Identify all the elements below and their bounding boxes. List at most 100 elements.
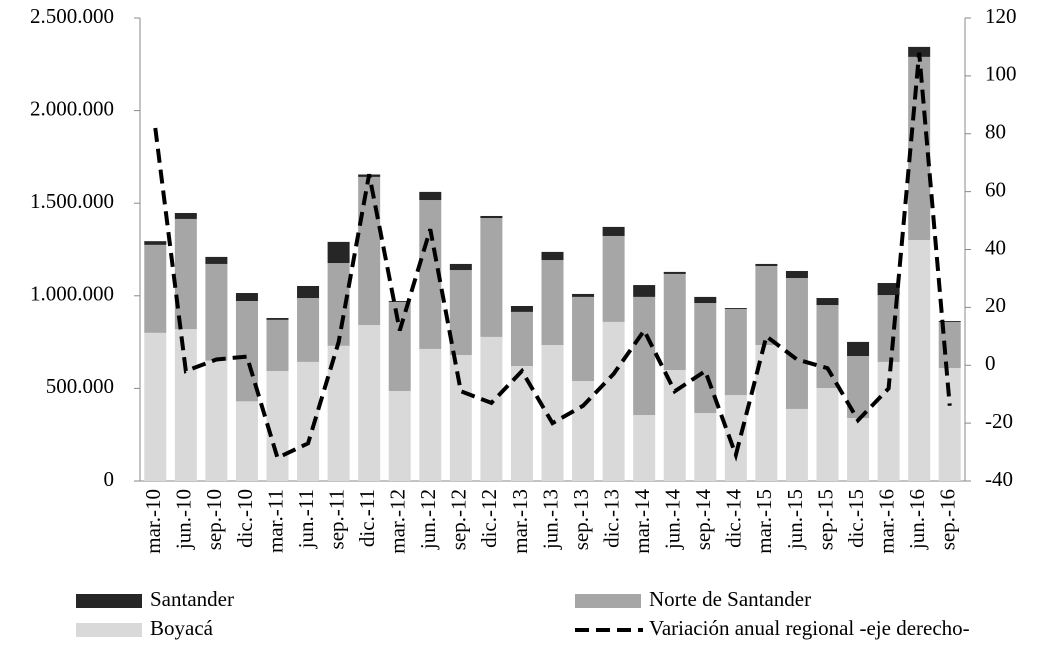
bar-segment bbox=[144, 332, 167, 481]
bar-segment bbox=[572, 293, 595, 297]
bar-segment bbox=[602, 321, 625, 481]
bar-segment bbox=[541, 345, 564, 481]
bar-segment bbox=[174, 329, 197, 481]
y2-tick-label: -20 bbox=[985, 409, 1013, 433]
x-tick-label: dic.-13 bbox=[599, 489, 623, 548]
line bbox=[153, 52, 952, 462]
x-tick-label: dic.-10 bbox=[233, 489, 257, 548]
bar-segment bbox=[266, 318, 289, 320]
bar-segment bbox=[877, 361, 900, 481]
bar-segment bbox=[388, 301, 411, 391]
x-tick-label: sep.-15 bbox=[813, 489, 837, 550]
y2-tick-label: -40 bbox=[985, 467, 1013, 491]
legend-swatch bbox=[76, 623, 142, 637]
bar-segment bbox=[724, 395, 747, 481]
x-tick-label: jun.-10 bbox=[172, 489, 196, 550]
bar-segment bbox=[877, 283, 900, 296]
y2-tick-label: 120 bbox=[985, 4, 1017, 28]
legend-label: Variación anual regional -eje derecho- bbox=[649, 616, 970, 640]
legend-swatch bbox=[76, 594, 142, 608]
x-tick-label: jun.-12 bbox=[416, 489, 440, 550]
bar-segment bbox=[816, 298, 839, 306]
x-tick-label: dic.-14 bbox=[722, 489, 746, 548]
bar-segment bbox=[235, 293, 258, 301]
bar-segment bbox=[572, 380, 595, 481]
bar-segment bbox=[755, 263, 778, 266]
bar-segment bbox=[633, 285, 656, 297]
bar-segment bbox=[205, 256, 228, 264]
bar-segment bbox=[633, 415, 656, 481]
bar-segment bbox=[602, 226, 625, 236]
x-tick-label: mar.-11 bbox=[263, 489, 287, 553]
bar-segment bbox=[419, 200, 442, 349]
bar-segment bbox=[358, 325, 381, 481]
bar-segment bbox=[205, 360, 228, 481]
bar-segment bbox=[297, 298, 320, 362]
bar-segment bbox=[480, 218, 503, 337]
y-tick-label: 1.000.000 bbox=[30, 282, 114, 306]
bar-segment bbox=[755, 265, 778, 346]
bar-segment bbox=[144, 241, 167, 245]
x-tick-label: dic.-12 bbox=[477, 489, 501, 548]
bar-segment bbox=[663, 271, 686, 274]
bar-segment bbox=[724, 308, 747, 396]
bar-segment bbox=[388, 390, 411, 481]
bar-segment bbox=[847, 341, 870, 356]
bar-segment bbox=[480, 336, 503, 481]
bar-segment bbox=[816, 305, 839, 389]
bar-segment bbox=[755, 345, 778, 481]
x-tick-label: jun.-11 bbox=[294, 489, 318, 549]
bar-segment bbox=[297, 361, 320, 481]
x-tick-label: jun.-14 bbox=[661, 489, 685, 551]
y2-tick-label: 0 bbox=[985, 351, 996, 375]
bar-segment bbox=[327, 241, 350, 264]
bar-segment bbox=[144, 244, 167, 333]
legend-label: Norte de Santander bbox=[649, 587, 811, 611]
bar-segment bbox=[327, 345, 350, 481]
bar-segment bbox=[449, 263, 472, 271]
bar-segment bbox=[174, 213, 197, 219]
bar-segment bbox=[297, 285, 320, 299]
bar-segment bbox=[785, 408, 808, 481]
x-tick-label: mar.-12 bbox=[386, 489, 410, 554]
x-tick-label: dic.-11 bbox=[355, 489, 379, 547]
bar-segment bbox=[938, 320, 961, 322]
x-tick-label: mar.-14 bbox=[630, 489, 654, 554]
y-tick-label: 2.000.000 bbox=[30, 96, 114, 120]
bar-segment bbox=[510, 311, 533, 366]
y-tick-label: 500.000 bbox=[46, 374, 114, 398]
bar-segment bbox=[510, 365, 533, 481]
bar-segment bbox=[449, 355, 472, 481]
y2-tick-label: 60 bbox=[985, 177, 1006, 201]
bar-segment bbox=[816, 388, 839, 481]
x-tick-label: sep.-11 bbox=[324, 489, 348, 549]
legend-label: Boyacá bbox=[150, 616, 214, 640]
legend-swatch bbox=[575, 594, 641, 608]
x-tick-label: sep.-14 bbox=[691, 489, 715, 551]
y2-tick-label: 80 bbox=[985, 120, 1006, 144]
bar-segment bbox=[541, 251, 564, 261]
x-tick-label: jun.-15 bbox=[783, 489, 807, 550]
x-tick-label: mar.-15 bbox=[752, 489, 776, 554]
x-tick-label: sep.-13 bbox=[569, 489, 593, 550]
x-tick-label: sep.-12 bbox=[447, 489, 471, 550]
bar-segment bbox=[785, 278, 808, 409]
y2-tick-label: 100 bbox=[985, 62, 1017, 86]
bar-segment bbox=[205, 263, 228, 361]
x-tick-label: jun.-16 bbox=[905, 489, 929, 550]
x-tick-label: mar.-13 bbox=[508, 489, 532, 554]
bar-segment bbox=[847, 355, 870, 419]
bar-segment bbox=[572, 296, 595, 381]
bar-segment bbox=[419, 348, 442, 481]
legend-label: Santander bbox=[150, 587, 234, 611]
bar-segment bbox=[663, 370, 686, 481]
y2-tick-label: 40 bbox=[985, 235, 1006, 259]
y-tick-label: 2.500.000 bbox=[30, 4, 114, 28]
x-tick-label: sep.-10 bbox=[202, 489, 226, 550]
bar-segment bbox=[510, 305, 533, 312]
x-tick-label: mar.-10 bbox=[141, 489, 165, 554]
bar-segment bbox=[235, 401, 258, 481]
bar-segment bbox=[480, 215, 503, 219]
bar-segment bbox=[266, 319, 289, 371]
